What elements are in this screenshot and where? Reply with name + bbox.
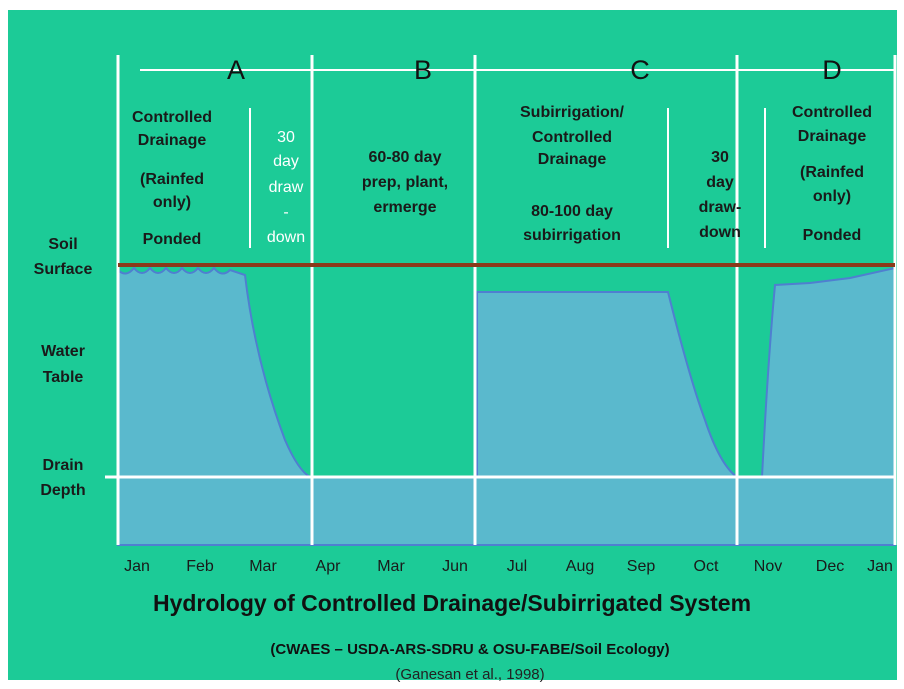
dividers [105, 55, 897, 545]
note-text: Controlled [132, 109, 212, 126]
level-label: Water [41, 343, 85, 360]
month-label: Jan [867, 558, 893, 575]
month-label: Apr [316, 558, 342, 575]
note-text: Controlled [532, 129, 612, 146]
note-text: Drainage [798, 128, 867, 145]
note-text: down [699, 224, 741, 241]
subtitle: (CWAES – USDA-ARS-SDRU & OSU-FABE/Soil E… [270, 641, 669, 658]
period-label: C [630, 55, 650, 85]
period-label: B [414, 55, 432, 85]
note-text: ermerge [373, 199, 436, 216]
month-label: Nov [754, 558, 782, 575]
month-label: Mar [377, 558, 405, 575]
note-text: prep, plant, [362, 174, 448, 191]
note-text: Controlled [792, 104, 872, 121]
note-text: only) [153, 194, 191, 211]
month-label: Dec [816, 558, 844, 575]
month-label: Jan [124, 558, 150, 575]
note-text: day [273, 153, 299, 170]
level-label: Surface [34, 261, 93, 278]
month-label: Mar [249, 558, 277, 575]
water-table [117, 266, 896, 546]
note-text: 60-80 day [369, 149, 442, 166]
note-text: 80-100 day [531, 203, 613, 220]
note-text: (Rainfed [140, 171, 204, 188]
month-label: Jul [507, 558, 527, 575]
note-text: Subirrigation/ [520, 104, 625, 121]
month-label: Aug [566, 558, 594, 575]
note-text: draw- [699, 199, 742, 216]
note-text: Ponded [803, 227, 862, 244]
month-label: Jun [442, 558, 468, 575]
note-text: 30 [711, 149, 729, 166]
note-text: subirrigation [523, 227, 621, 244]
note-text: Drainage [538, 151, 607, 168]
month-label: Oct [694, 558, 719, 575]
note-text: draw [269, 179, 304, 196]
note-text: (Rainfed [800, 164, 864, 181]
title: Hydrology of Controlled Drainage/Subirri… [153, 590, 751, 616]
level-label: Depth [40, 482, 85, 499]
period-label: A [227, 55, 245, 85]
citation: (Ganesan et al., 1998) [395, 666, 544, 683]
note-text: day [706, 174, 734, 191]
note-text: 30 [277, 129, 295, 146]
month-label: Feb [186, 558, 214, 575]
period-label: D [822, 55, 842, 85]
note-text: down [267, 229, 305, 246]
note-text: Ponded [143, 231, 202, 248]
level-label: Soil [48, 236, 77, 253]
level-label: Drain [43, 457, 84, 474]
month-label: Sep [627, 558, 656, 575]
note-text: - [283, 204, 288, 221]
note-text: only) [813, 188, 851, 205]
note-text: Drainage [138, 132, 207, 149]
level-label: Table [43, 369, 84, 386]
